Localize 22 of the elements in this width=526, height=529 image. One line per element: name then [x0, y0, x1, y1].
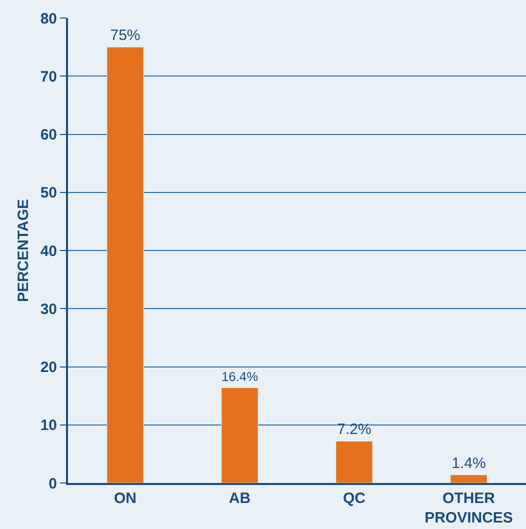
- x-tick-label: QC: [343, 490, 366, 507]
- data-label: 16.4%: [221, 369, 259, 384]
- bar: [221, 387, 258, 483]
- x-tick-label: ON: [114, 490, 136, 507]
- x-tick-label: AB: [228, 490, 251, 507]
- bar: [450, 474, 488, 483]
- data-label: 1.4%: [452, 454, 486, 472]
- x-tick-label: OTHER PROVINCES: [424, 490, 513, 526]
- y-tick-label: 20: [40, 359, 57, 376]
- y-tick-label: 60: [40, 126, 57, 144]
- y-tick-label: 50: [40, 184, 57, 202]
- data-label: 75%: [110, 27, 140, 44]
- bar: [336, 440, 373, 483]
- y-tick-label: 70: [40, 68, 57, 86]
- y-tick-label: 0: [48, 475, 57, 492]
- y-tick-label: 10: [40, 417, 57, 434]
- data-label: 7.2%: [337, 421, 372, 438]
- y-tick-label: 40: [40, 242, 57, 260]
- y-tick-label: 80: [40, 10, 57, 28]
- y-axis-title: PERCENTAGE: [15, 198, 32, 302]
- bar: [106, 46, 144, 483]
- y-tick-label: 30: [40, 300, 57, 318]
